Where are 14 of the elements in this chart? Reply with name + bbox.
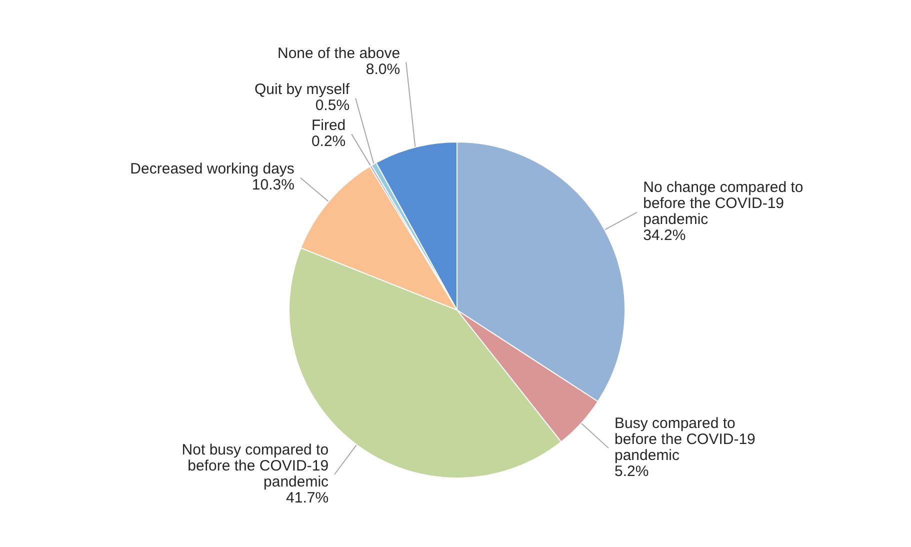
data-label: 0.2% [311, 133, 346, 150]
data-label: 0.5% [315, 97, 350, 114]
slice-label: Quit by myself [254, 81, 350, 98]
slice-label: Decreased working days [130, 160, 294, 178]
data-label: 10.3% [252, 176, 294, 194]
slice-label: None of the above [277, 45, 400, 62]
slice-label: Not busy compared to before the COVID-19 pandemic [182, 441, 330, 490]
data-label: 34.2% [643, 227, 686, 244]
data-label: 8.0% [366, 61, 400, 78]
slice-label: Busy compared to before the COVID-19 pandemic [614, 415, 756, 464]
data-label: 41.7% [286, 489, 329, 506]
slice-label: No change compared to before the COVID-19 pandemic [643, 179, 804, 228]
slice-label: Fired [311, 117, 346, 134]
data-label: 5.2% [614, 463, 649, 480]
